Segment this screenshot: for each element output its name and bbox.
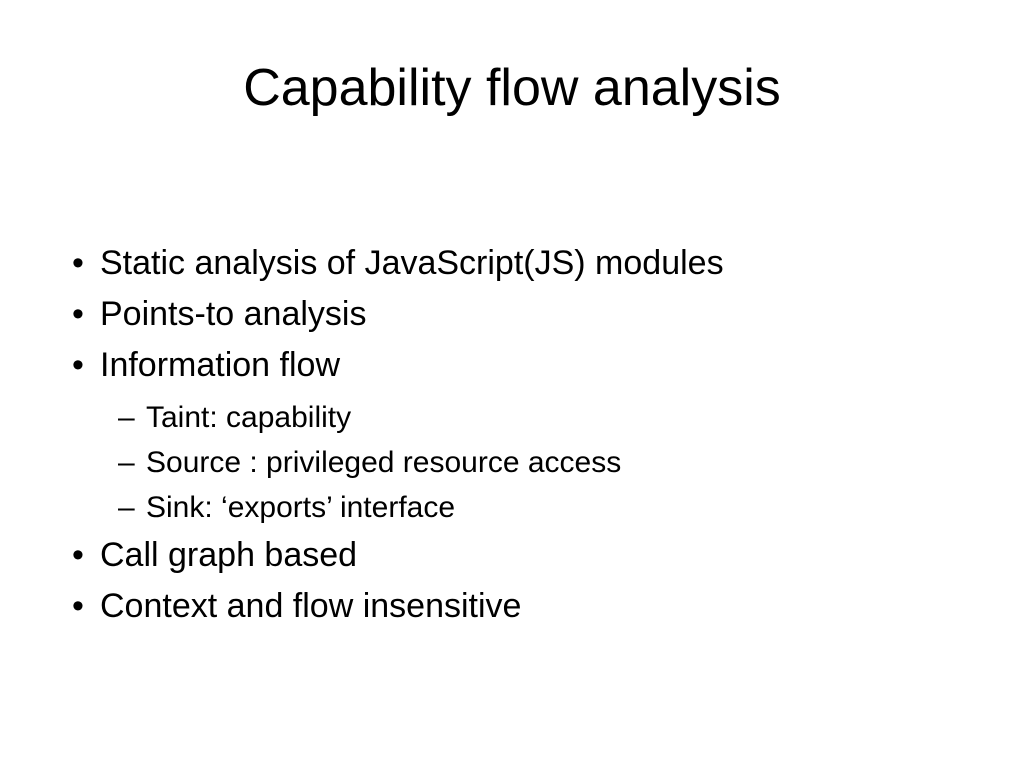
sub-bullet-item: Source : privileged resource access: [110, 440, 958, 485]
bullet-text: Information flow: [100, 346, 340, 384]
bullet-text: Points-to analysis: [100, 295, 366, 333]
bullet-item: Context and flow insensitive: [66, 581, 958, 632]
bullet-text: Call graph based: [100, 536, 357, 574]
bullet-text: Static analysis of JavaScript(JS) module…: [100, 244, 724, 282]
sub-bullet-text: Sink: ‘exports’ interface: [146, 491, 455, 524]
bullet-item: Information flow Taint: capability Sourc…: [66, 340, 958, 530]
bullet-text: Context and flow insensitive: [100, 587, 521, 625]
sub-bullet-list: Taint: capability Source : privileged re…: [110, 395, 958, 530]
slide-body: Static analysis of JavaScript(JS) module…: [66, 238, 958, 632]
bullet-item: Points-to analysis: [66, 289, 958, 340]
bullet-item: Call graph based: [66, 530, 958, 581]
bullet-list: Static analysis of JavaScript(JS) module…: [66, 238, 958, 632]
bullet-item: Static analysis of JavaScript(JS) module…: [66, 238, 958, 289]
slide: { "slide": { "background_color": "#fffff…: [0, 60, 1024, 768]
sub-bullet-item: Taint: capability: [110, 395, 958, 440]
sub-bullet-text: Taint: capability: [146, 401, 351, 434]
slide-title: Capability flow analysis: [0, 60, 1024, 117]
sub-bullet-item: Sink: ‘exports’ interface: [110, 485, 958, 530]
sub-bullet-text: Source : privileged resource access: [146, 446, 621, 479]
